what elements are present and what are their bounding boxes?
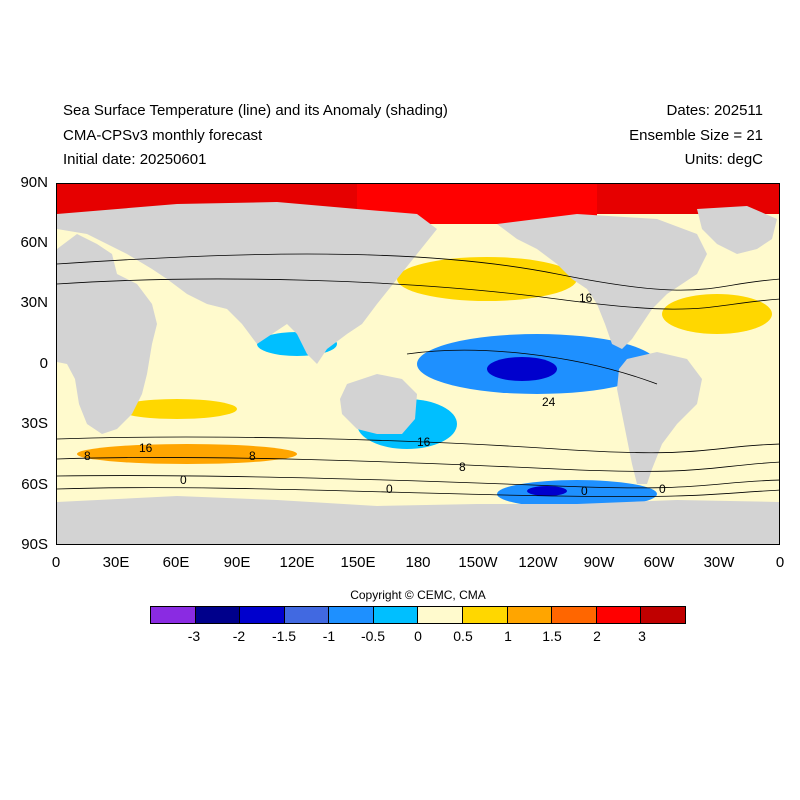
contour-line xyxy=(57,475,779,489)
africa-europe xyxy=(57,234,157,434)
ensemble-size: Ensemble Size = 21 xyxy=(629,127,763,144)
southern-strong-cool-anomaly xyxy=(527,486,567,496)
lon-label: 120E xyxy=(279,554,315,571)
model-name: CMA-CPSv3 monthly forecast xyxy=(63,127,263,144)
lat-label: 90S xyxy=(21,536,48,553)
lon-label: 60W xyxy=(643,554,675,571)
colorbar-label: -1.5 xyxy=(271,628,297,644)
sst-contours xyxy=(57,253,779,497)
copyright-notice: Copyright © CEMC, CMA xyxy=(350,588,486,602)
colorbar-swatch xyxy=(596,607,642,623)
colorbar-swatch xyxy=(552,607,597,623)
colorbar-swatch xyxy=(240,607,285,623)
lat-label: 30S xyxy=(21,415,48,432)
colorbar-swatch xyxy=(195,607,241,623)
contour-label: 16 xyxy=(579,291,593,305)
lon-label: 150E xyxy=(340,554,376,571)
forecast-dates: Dates: 202511 xyxy=(666,102,763,119)
australia xyxy=(340,374,417,434)
antarctica xyxy=(57,496,779,544)
colorbar-swatch xyxy=(463,607,508,623)
lat-label: 30N xyxy=(20,294,48,311)
north-america xyxy=(497,214,707,349)
contour-label: 24 xyxy=(542,395,556,409)
lon-label: 0 xyxy=(775,554,785,571)
lon-label: 90W xyxy=(583,554,615,571)
contour-label: 16 xyxy=(417,435,431,449)
lon-label: 30E xyxy=(102,554,130,571)
lat-label: 60N xyxy=(20,234,48,251)
colorbar-swatch xyxy=(507,607,553,623)
contour-label: 0 xyxy=(180,473,187,487)
greenland xyxy=(697,206,777,254)
southern-indian-warm-anomaly xyxy=(77,444,297,464)
colorbar-label: 3 xyxy=(638,628,646,644)
contour-line xyxy=(57,278,779,310)
colorbar-swatch xyxy=(151,607,196,623)
colorbar-label: 1 xyxy=(504,628,512,644)
lon-label: 90E xyxy=(223,554,251,571)
contour-label: 8 xyxy=(84,449,91,463)
colorbar-label: -0.5 xyxy=(360,628,386,644)
lon-label: 30W xyxy=(703,554,735,571)
north-atlantic-warm-anomaly xyxy=(662,294,772,334)
lat-label: 90N xyxy=(20,174,48,191)
lon-label: 60E xyxy=(162,554,190,571)
initial-date: Initial date: 20250601 xyxy=(63,151,207,168)
contour-line xyxy=(406,349,658,385)
lon-label: 180 xyxy=(405,554,431,571)
colorbar-label: 2 xyxy=(593,628,601,644)
colorbar-label: 0 xyxy=(414,628,422,644)
south-atlantic-warm-band xyxy=(117,399,237,419)
colorbar-label: -2 xyxy=(232,628,246,644)
colorbar-swatch xyxy=(373,607,419,623)
north-pacific-warm-anomaly xyxy=(397,257,577,301)
units-label: Units: degC xyxy=(684,151,763,168)
map-canvas: 16 24 16 8 16 8 8 0 0 0 0 xyxy=(57,184,779,544)
colorbar-label: 1.5 xyxy=(542,628,562,644)
lon-label: 150W xyxy=(458,554,498,571)
map-title: Sea Surface Temperature (line) and its A… xyxy=(63,102,448,119)
contour-line xyxy=(57,487,779,497)
colorbar-swatch xyxy=(284,607,330,623)
contour-label: 8 xyxy=(249,449,256,463)
lat-label: 60S xyxy=(21,476,48,493)
lon-label: 0 xyxy=(51,554,61,571)
contour-label: 0 xyxy=(581,484,588,498)
contour-label: 0 xyxy=(659,482,666,496)
eurasia xyxy=(57,202,437,364)
lon-label: 120W xyxy=(518,554,558,571)
contour-line xyxy=(57,457,779,472)
south-america xyxy=(617,352,702,484)
contour-line xyxy=(57,436,779,454)
colorbar-label: 0.5 xyxy=(453,628,473,644)
contour-labels: 16 24 16 8 16 8 8 0 0 0 0 xyxy=(84,291,666,498)
colorbar-swatch xyxy=(329,607,374,623)
contour-label: 16 xyxy=(139,441,153,455)
colorbar-label: -3 xyxy=(187,628,201,644)
contour-label: 0 xyxy=(386,482,393,496)
contour-label: 8 xyxy=(459,460,466,474)
colorbar-swatch xyxy=(641,607,685,623)
colorbar xyxy=(150,606,686,624)
land-masses xyxy=(57,202,779,544)
colorbar-label: -1 xyxy=(322,628,336,644)
colorbar-swatch xyxy=(418,607,464,623)
anomaly-shading xyxy=(57,184,779,508)
contour-line xyxy=(57,253,779,291)
lat-label: 0 xyxy=(39,355,48,372)
sst-anomaly-map: 16 24 16 8 16 8 8 0 0 0 0 xyxy=(56,183,780,545)
pacific-strong-cool-anomaly xyxy=(487,357,557,381)
